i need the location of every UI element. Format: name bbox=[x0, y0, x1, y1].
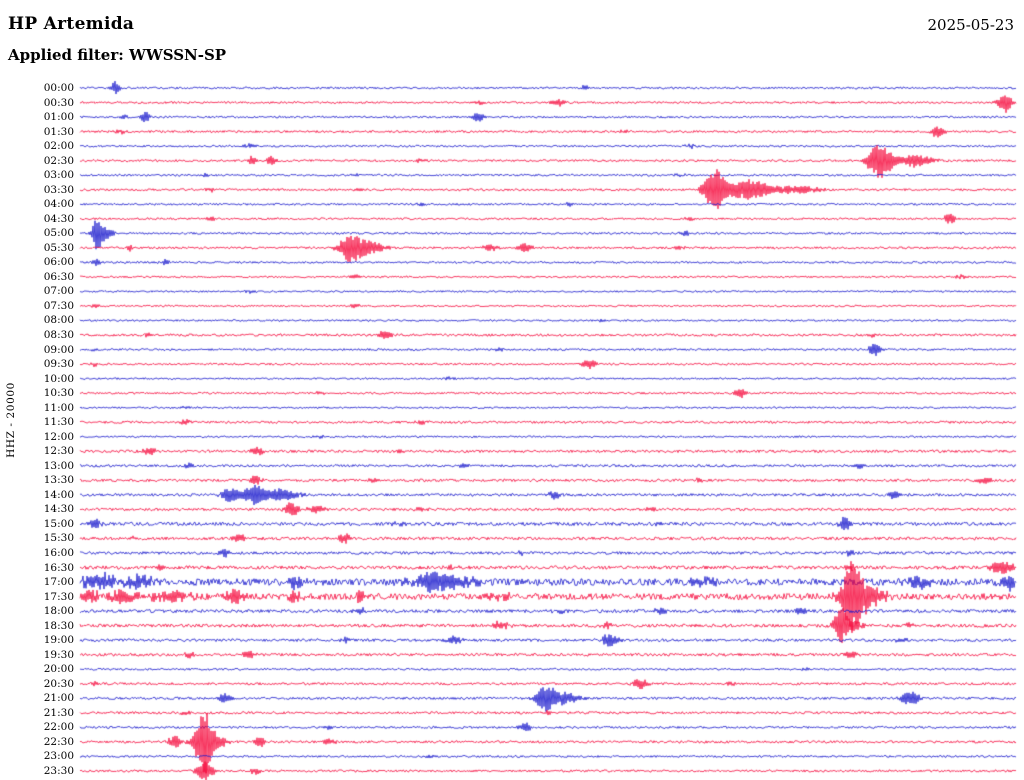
time-label: 09:00 bbox=[43, 343, 74, 356]
time-label: 16:30 bbox=[43, 561, 74, 574]
time-label: 06:30 bbox=[43, 270, 74, 283]
time-label: 01:00 bbox=[43, 111, 74, 124]
time-label: 13:00 bbox=[43, 459, 74, 472]
filter-label: Applied filter: WWSSN-SP bbox=[8, 46, 227, 64]
time-label: 12:00 bbox=[43, 430, 74, 443]
time-label: 19:30 bbox=[43, 648, 74, 661]
date-label: 2025-05-23 bbox=[927, 16, 1014, 34]
time-label: 05:30 bbox=[43, 241, 74, 254]
time-label: 16:00 bbox=[43, 546, 74, 559]
time-label: 07:30 bbox=[43, 299, 74, 312]
time-label: 20:30 bbox=[43, 677, 74, 690]
time-label: 08:30 bbox=[43, 329, 74, 342]
time-label: 04:00 bbox=[43, 198, 74, 211]
time-label: 22:30 bbox=[43, 735, 74, 748]
time-label: 20:00 bbox=[43, 663, 74, 676]
time-label: 03:30 bbox=[43, 183, 74, 196]
time-label: 21:30 bbox=[43, 706, 74, 719]
time-label: 10:30 bbox=[43, 387, 74, 400]
time-label: 17:00 bbox=[43, 576, 74, 589]
time-label: 10:00 bbox=[43, 372, 74, 385]
time-label: 06:00 bbox=[43, 256, 74, 269]
time-label: 02:30 bbox=[43, 154, 74, 167]
time-label: 03:00 bbox=[43, 169, 74, 182]
time-label: 01:30 bbox=[43, 125, 74, 138]
time-label: 15:00 bbox=[43, 517, 74, 530]
time-label: 09:30 bbox=[43, 358, 74, 371]
time-label: 13:30 bbox=[43, 474, 74, 487]
time-label: 12:30 bbox=[43, 445, 74, 458]
time-label: 23:00 bbox=[43, 750, 74, 763]
time-label: 14:00 bbox=[43, 488, 74, 501]
time-label: 11:30 bbox=[43, 416, 74, 429]
time-label: 21:00 bbox=[43, 692, 74, 705]
time-label: 22:00 bbox=[43, 721, 74, 734]
time-label: 04:30 bbox=[43, 212, 74, 225]
time-label: 23:30 bbox=[43, 764, 74, 777]
station-title: HP Artemida bbox=[8, 14, 135, 34]
time-label: 02:00 bbox=[43, 140, 74, 153]
time-label: 00:30 bbox=[43, 96, 74, 109]
time-label: 14:30 bbox=[43, 503, 74, 516]
time-label: 15:30 bbox=[43, 532, 74, 545]
time-label: 11:00 bbox=[43, 401, 74, 414]
time-axis: 00:00 00:30 01:00 01:30 02:00 02:30 03:00 03:30… bbox=[0, 0, 78, 780]
time-label: 17:30 bbox=[43, 590, 74, 603]
time-label: 00:00 bbox=[43, 82, 74, 94]
time-label: 19:00 bbox=[43, 634, 74, 647]
time-label: 18:00 bbox=[43, 605, 74, 618]
time-label: 18:30 bbox=[43, 619, 74, 632]
time-label: 07:00 bbox=[43, 285, 74, 298]
time-label: 05:00 bbox=[43, 227, 74, 240]
time-label: 08:00 bbox=[43, 314, 74, 327]
